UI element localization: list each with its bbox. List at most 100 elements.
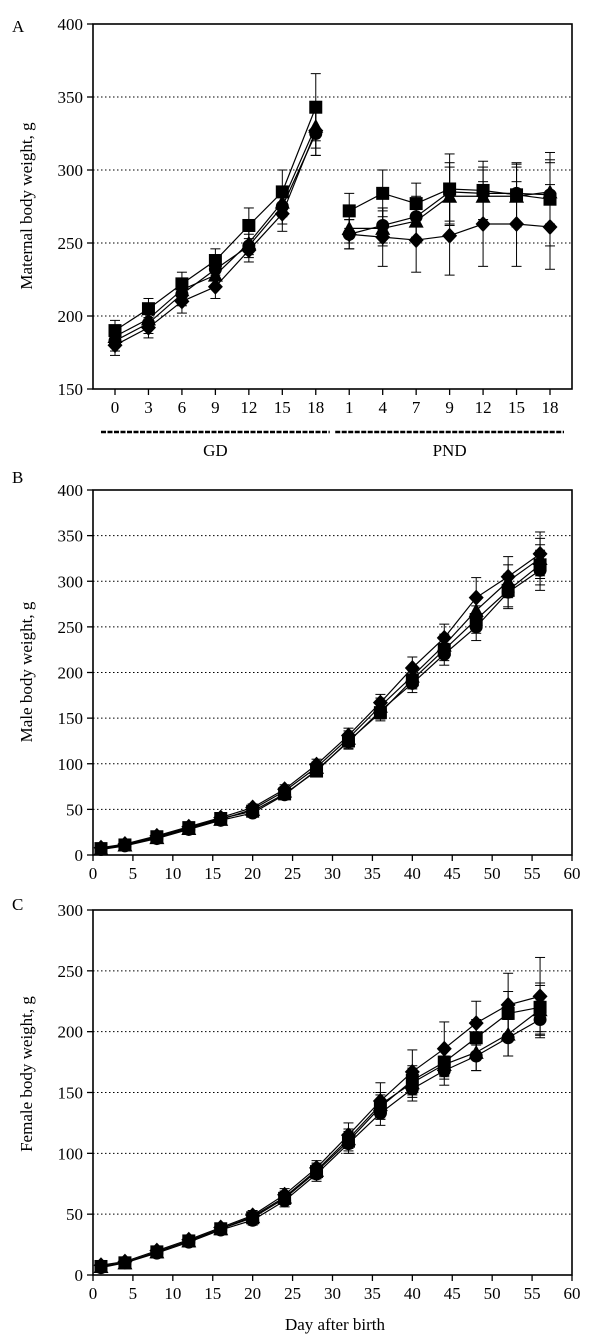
panel-b-xtick-label-11: 55 [524,864,541,883]
panel-a-series-4-point-6 [308,122,324,139]
panel-a-series-4-point-9 [408,232,424,249]
panel-c-series-4-point-13 [500,996,516,1013]
panel-c-xtick-label-8: 40 [404,1284,421,1303]
panel-a-series-4-point-3 [207,278,223,295]
panel-b-series-4-point-3 [181,818,197,835]
panel-c-x-axis-label: Day after birth [285,1315,386,1334]
panel-b-series-4-point-1 [117,836,133,853]
panel-a-xtick-label-3: 9 [211,398,220,417]
panel-c-series-4-point-14 [532,988,548,1005]
panel-b-frame [92,489,573,856]
panel-b-series-4-point-7 [309,756,325,773]
panel-b-xtick-label-2: 10 [164,864,181,883]
panel-c-series-1-line-1 [100,1006,541,1268]
panel-a-xtick-label-10: 9 [445,398,454,417]
panel-c-xtick-label-9: 45 [444,1284,461,1303]
panel-c-series-4-point-4 [213,1219,229,1236]
panel-b: B Male body weight, g 050100150200250300… [12,468,581,883]
panel-b-ytick-label-4: 200 [58,664,84,683]
panel-a-xtick-label-11: 12 [475,398,492,417]
panel-a-xtick-label-2: 6 [178,398,187,417]
panel-b-series-4-point-0 [93,839,109,856]
panel-a-series-4-point-8 [375,229,391,246]
panel-b-series-4 [93,531,548,856]
panel-a-xtick-label-4: 12 [240,398,257,417]
panel-b-xtick-label-6: 30 [324,864,341,883]
panel-a-xtick-label-5: 15 [274,398,291,417]
panel-c: C Female body weight, g Day after birth … [12,895,581,1334]
panel-a-series-4-point-2 [174,293,190,310]
panel-b-ytick-label-1: 50 [66,800,83,819]
panel-c-series-4-point-6 [277,1186,293,1203]
panel-a-series-4-point-7 [341,226,357,243]
panel-c-series-4 [93,956,548,1274]
panel-b-xtick-label-1: 5 [129,864,138,883]
panel-c-series-4-point-11 [436,1040,452,1057]
panel-a-xtick-label-12: 15 [508,398,525,417]
panel-b-xtick-label-12: 60 [564,864,581,883]
panel-a-series-2 [108,111,557,352]
panel-a-letter: A [12,17,25,36]
panel-c-series-4-point-2 [149,1242,165,1259]
panel-b-ytick-label-3: 150 [58,709,84,728]
panel-a-series-3 [107,103,558,348]
panel-a-xtick-label-13: 18 [542,398,559,417]
panel-a-xtick-label-9: 7 [412,398,421,417]
panel-c-xtick-label-10: 50 [484,1284,501,1303]
panel-b-series-4-point-2 [149,827,165,844]
panel-b-series-4-point-5 [245,799,261,816]
panel-c-ytick-label-0: 0 [75,1266,84,1285]
panel-b-series-4-point-11 [436,629,452,646]
panel-b-ytick-label-5: 250 [58,618,84,637]
panel-b-series-2-point-12 [469,620,483,634]
panel-a-plot: 150 200 250 300 350 400 0 3 6 9 12 15 18 1 4 7 9 12 15 18 GD… [58,15,573,460]
panel-a-ytick-label-0: 150 [58,380,84,399]
panel-a-xtick-label-1: 3 [144,398,153,417]
panel-c-series-3-line-1 [100,1009,541,1268]
panel-a-y-axis-label: Maternal body weight, g [17,122,36,290]
panel-c-ytick-label-1: 50 [66,1205,83,1224]
panel-c-ytick-label-6: 300 [58,901,84,920]
panel-a-ytick-label-1: 200 [58,307,84,326]
panel-c-xtick-label-7: 35 [364,1284,381,1303]
panel-a-ytick-label-2: 250 [58,234,84,253]
panel-c-series-4-point-1 [117,1253,133,1270]
panel-a-xtick-label-0: 0 [111,398,120,417]
panel-b-xtick-label-0: 0 [89,864,98,883]
panel-c-xtick-label-1: 5 [129,1284,138,1303]
panel-b-ytick-label-0: 0 [75,846,84,865]
panel-b-xtick-label-7: 35 [364,864,381,883]
panel-c-series-4-point-7 [309,1159,325,1176]
panel-b-series-4-point-13 [500,568,516,585]
panel-b-xtick-label-4: 20 [244,864,261,883]
panel-c-series-4-point-5 [245,1207,261,1224]
panel-b-series-4-point-9 [372,694,388,711]
panel-c-xtick-label-4: 20 [244,1284,261,1303]
panel-a-series-4-point-10 [442,227,458,244]
panel-c-series-3 [93,984,548,1273]
panel-a-series-4-point-12 [509,216,525,233]
panel-a-xtick-label-8: 4 [378,398,387,417]
panel-b-xtick-label-8: 40 [404,864,421,883]
panel-a-series-4-point-0 [107,337,123,354]
panel-b-series-4-point-10 [404,659,420,676]
panel-a-frame [92,23,573,390]
panel-b-y-axis-label: Male body weight, g [17,601,36,742]
panel-c-xtick-label-0: 0 [89,1284,98,1303]
panel-c-series-3-point-12 [468,1044,484,1059]
panel-c-xtick-label-12: 60 [564,1284,581,1303]
panel-a-ytick-label-5: 400 [58,15,84,34]
panel-c-series-4-point-0 [93,1257,109,1274]
panel-c-y-axis-label: Female body weight, g [17,996,36,1152]
panel-b-letter: B [12,468,23,487]
panel-a-group-label-0: GD [203,441,228,460]
panel-c-series-4-point-8 [340,1127,356,1144]
panel-c-xtick-label-5: 25 [284,1284,301,1303]
panel-c-series-4-point-10 [404,1063,420,1080]
panel-a-series-4-point-13 [542,218,558,235]
panel-c-frame [92,909,573,1276]
panel-c-xtick-label-3: 15 [204,1284,221,1303]
panel-a-ytick-label-3: 300 [58,161,84,180]
panel-a-series-1-point-8 [376,186,390,200]
